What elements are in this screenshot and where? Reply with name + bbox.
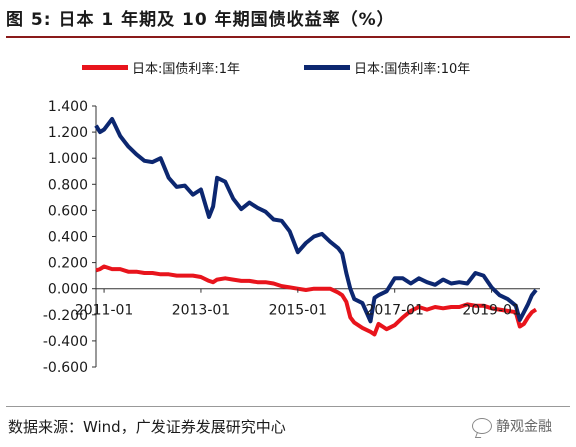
legend-label-10y: 日本:国债利率:10年 (354, 61, 471, 77)
y-tick-label: 0.200 (48, 256, 88, 272)
watermark: 静观金融 (472, 414, 552, 438)
y-tick-label: -0.600 (43, 360, 88, 376)
title-divider (6, 36, 570, 38)
y-tick-label: 0.400 (48, 230, 88, 246)
y-tick-label: 0.600 (48, 203, 88, 219)
figure-title: 图 5: 日本 1 年期及 10 年期国债收益率（%） (6, 10, 395, 30)
legend-label-1y: 日本:国债利率:1年 (132, 61, 241, 77)
x-tick-label: 2019-01 (462, 303, 521, 319)
footer-divider (6, 406, 570, 407)
legend-swatch-10y (304, 64, 350, 70)
x-tick-label: 2015-01 (269, 303, 328, 319)
watermark-label: 静观金融 (496, 419, 552, 435)
x-tick-label: 2011-01 (75, 303, 134, 319)
x-tick-label: 2013-01 (172, 303, 231, 319)
y-tick-label: 0.800 (48, 177, 88, 193)
y-tick-label: 1.000 (48, 151, 88, 167)
x-tick-label: 2017-01 (365, 303, 424, 319)
chat-bubble-icon (472, 418, 492, 434)
y-tick-label: 0.000 (48, 282, 88, 298)
data-source-note: 数据来源：Wind，广发证券发展研究中心 (8, 418, 286, 436)
series-line-1y (95, 264, 538, 337)
legend-item-1y: 日本:国债利率:1年 (82, 56, 240, 78)
y-tick-label: -0.400 (43, 334, 88, 350)
series-line-10y (94, 117, 538, 324)
legend-swatch-1y (82, 64, 128, 70)
legend-item-10y: 日本:国债利率:10年 (304, 56, 470, 78)
chart-legend: 日本:国债利率:1年 日本:国债利率:10年 (0, 56, 576, 78)
y-tick-label: 1.200 (48, 125, 88, 141)
y-tick-label: -0.200 (43, 308, 88, 324)
y-tick-label: 1.400 (48, 99, 88, 115)
